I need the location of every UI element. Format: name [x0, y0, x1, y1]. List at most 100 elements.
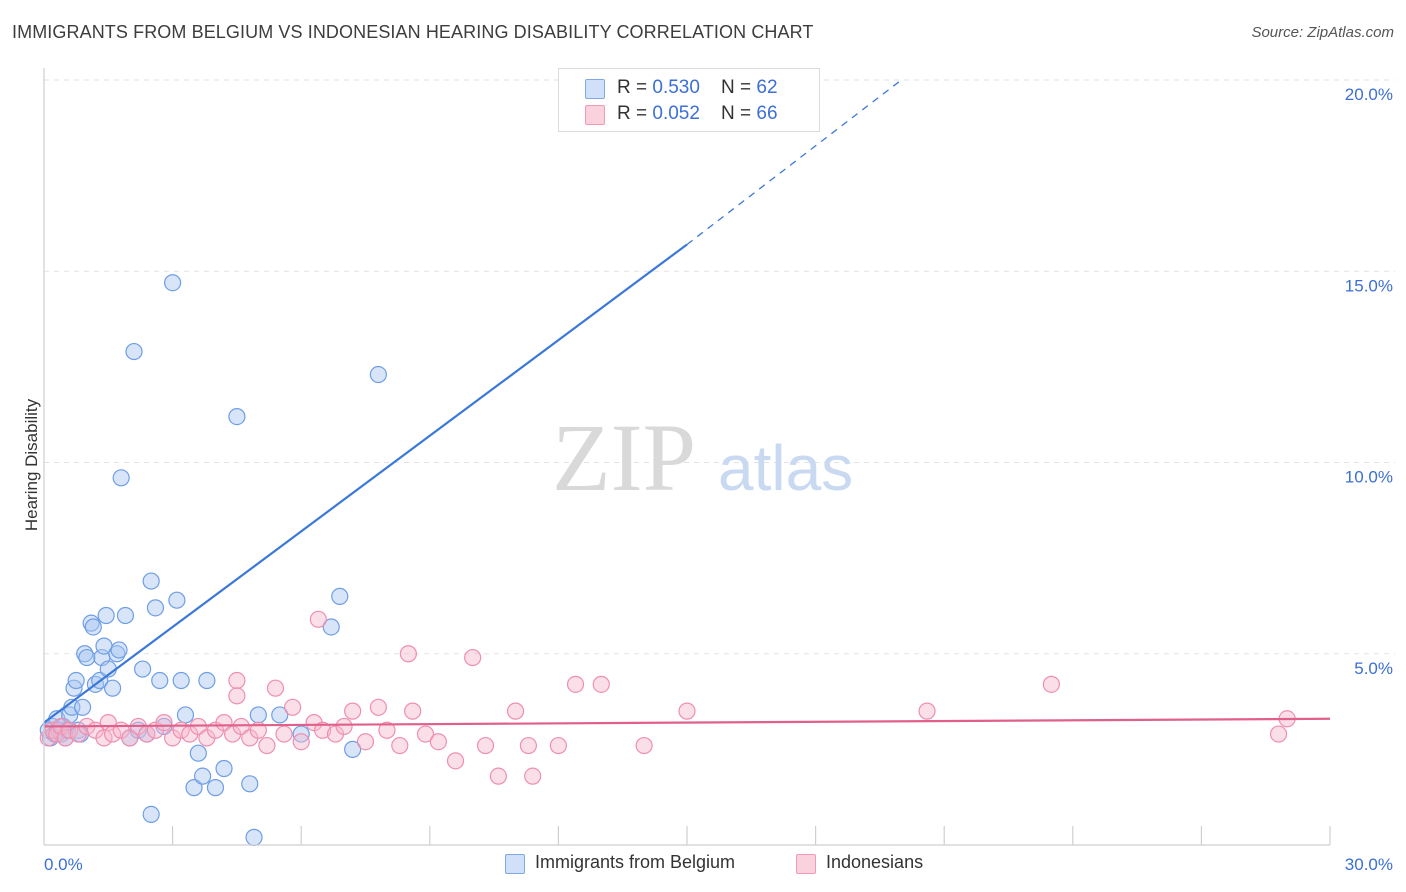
belgium-trendline	[43, 243, 688, 724]
r-value-indonesians: 0.052	[652, 103, 700, 124]
indonesians-point	[446, 752, 465, 770]
grid-layer	[44, 79, 1395, 655]
x-tick-label-min: 0.0%	[44, 855, 83, 874]
axis-layer: 5.0% 10.0% 15.0% 20.0% 0.0% 30.0%	[43, 68, 1393, 874]
belgium-point	[146, 599, 165, 617]
indonesians-point	[378, 721, 396, 739]
belgium-point	[369, 365, 387, 384]
indonesians-point	[292, 733, 310, 751]
indonesians-point	[1042, 675, 1060, 693]
y-tick-label: 10.0%	[1345, 468, 1393, 487]
r-value-belgium: 0.530	[652, 77, 700, 98]
belgium-trendline-extension	[686, 79, 902, 245]
stats-legend: R = 0.530 N = 62 R = 0.052 N = 66	[558, 68, 820, 132]
indonesians-point	[489, 767, 507, 785]
indonesians-point	[344, 702, 362, 720]
indonesians-point	[215, 713, 233, 732]
indonesians-point	[369, 698, 387, 716]
n-value-belgium: 62	[756, 77, 778, 98]
indonesians-point	[155, 713, 173, 732]
indonesians-point	[549, 736, 568, 755]
r-label: R =	[617, 77, 653, 98]
belgium-swatch	[585, 79, 605, 99]
indonesians-point	[275, 725, 293, 743]
indonesians-point	[519, 736, 537, 755]
legend-label-belgium: Immigrants from Belgium	[535, 852, 736, 872]
indonesians-point	[918, 702, 936, 720]
belgium-point	[133, 660, 152, 678]
belgium-point	[194, 767, 212, 785]
belgium-point	[271, 706, 289, 724]
belgium-point	[249, 706, 267, 724]
belgium-point	[84, 618, 102, 636]
indonesians-point	[506, 702, 525, 720]
belgium-point	[172, 671, 190, 690]
indonesians-point	[228, 687, 246, 705]
indonesians-point	[464, 648, 482, 667]
belgium-point	[241, 775, 259, 793]
belgium-point	[322, 618, 340, 636]
indonesians-point	[404, 702, 422, 720]
belgium-point	[331, 587, 349, 605]
belgium-point	[151, 671, 169, 690]
n-value-indonesians: 66	[756, 103, 778, 124]
indonesians-point	[524, 767, 542, 785]
legend-swatch-indonesians	[796, 854, 816, 874]
y-tick-label: 15.0%	[1345, 276, 1393, 295]
x-tick-label-max: 30.0%	[1345, 855, 1393, 874]
indonesians-point	[678, 702, 696, 720]
indonesians-point	[391, 736, 409, 755]
indonesians-point	[592, 675, 610, 693]
indonesians-point	[356, 733, 375, 751]
legend-swatch-belgium	[505, 854, 525, 874]
indonesians-point	[284, 698, 302, 716]
indonesians-point	[429, 733, 447, 751]
belgium-point	[103, 679, 122, 697]
belgium-point	[344, 740, 362, 758]
stats-text-belgium: R = 0.530 N = 62	[617, 77, 778, 99]
indonesians-point	[566, 675, 585, 693]
indonesians-point	[335, 717, 353, 736]
indonesians-point	[228, 671, 246, 690]
y-tick-label: 5.0%	[1354, 659, 1393, 678]
chart-title: IMMIGRANTS FROM BELGIUM VS INDONESIAN HE…	[12, 22, 814, 42]
belgium-point	[164, 274, 182, 292]
points-layer	[39, 274, 1296, 846]
indonesians-point	[232, 717, 250, 736]
belgium-point	[168, 591, 186, 609]
series-legend: Immigrants from Belgium Indonesians	[0, 852, 1406, 878]
belgium-point	[245, 828, 263, 846]
indonesians-point	[416, 725, 435, 743]
belgium-point	[78, 648, 96, 667]
indonesians-trendline	[43, 717, 1331, 728]
indonesians-point	[266, 679, 285, 697]
belgium-point	[189, 744, 207, 762]
n-label: N =	[721, 77, 757, 98]
watermark: ZIP atlas	[552, 404, 853, 511]
belgium-point	[206, 779, 225, 797]
watermark-atlas: atlas	[718, 432, 853, 504]
belgium-point	[73, 698, 92, 716]
indonesians-point	[121, 729, 139, 747]
y-tick-label: 20.0%	[1345, 85, 1393, 104]
n-label: N =	[721, 103, 757, 124]
watermark-zip: ZIP	[552, 404, 696, 511]
belgium-point	[198, 671, 216, 690]
indonesians-point	[635, 736, 653, 755]
belgium-point	[116, 606, 135, 625]
indonesians-point	[314, 721, 332, 739]
indonesians-point	[309, 610, 327, 628]
indonesians-point	[399, 645, 417, 663]
legend-label-indonesians: Indonesians	[826, 852, 924, 872]
chart-source: Source: ZipAtlas.com	[1251, 24, 1394, 41]
belgium-point	[176, 706, 195, 724]
indonesians-point	[258, 736, 276, 755]
belgium-point	[112, 469, 130, 487]
belgium-point	[142, 572, 160, 590]
belgium-point	[215, 759, 233, 778]
belgium-point	[228, 408, 246, 426]
belgium-point	[67, 671, 85, 690]
stats-text-indonesians: R = 0.052 N = 66	[617, 103, 778, 125]
y-axis-label: Hearing Disability	[22, 398, 41, 532]
